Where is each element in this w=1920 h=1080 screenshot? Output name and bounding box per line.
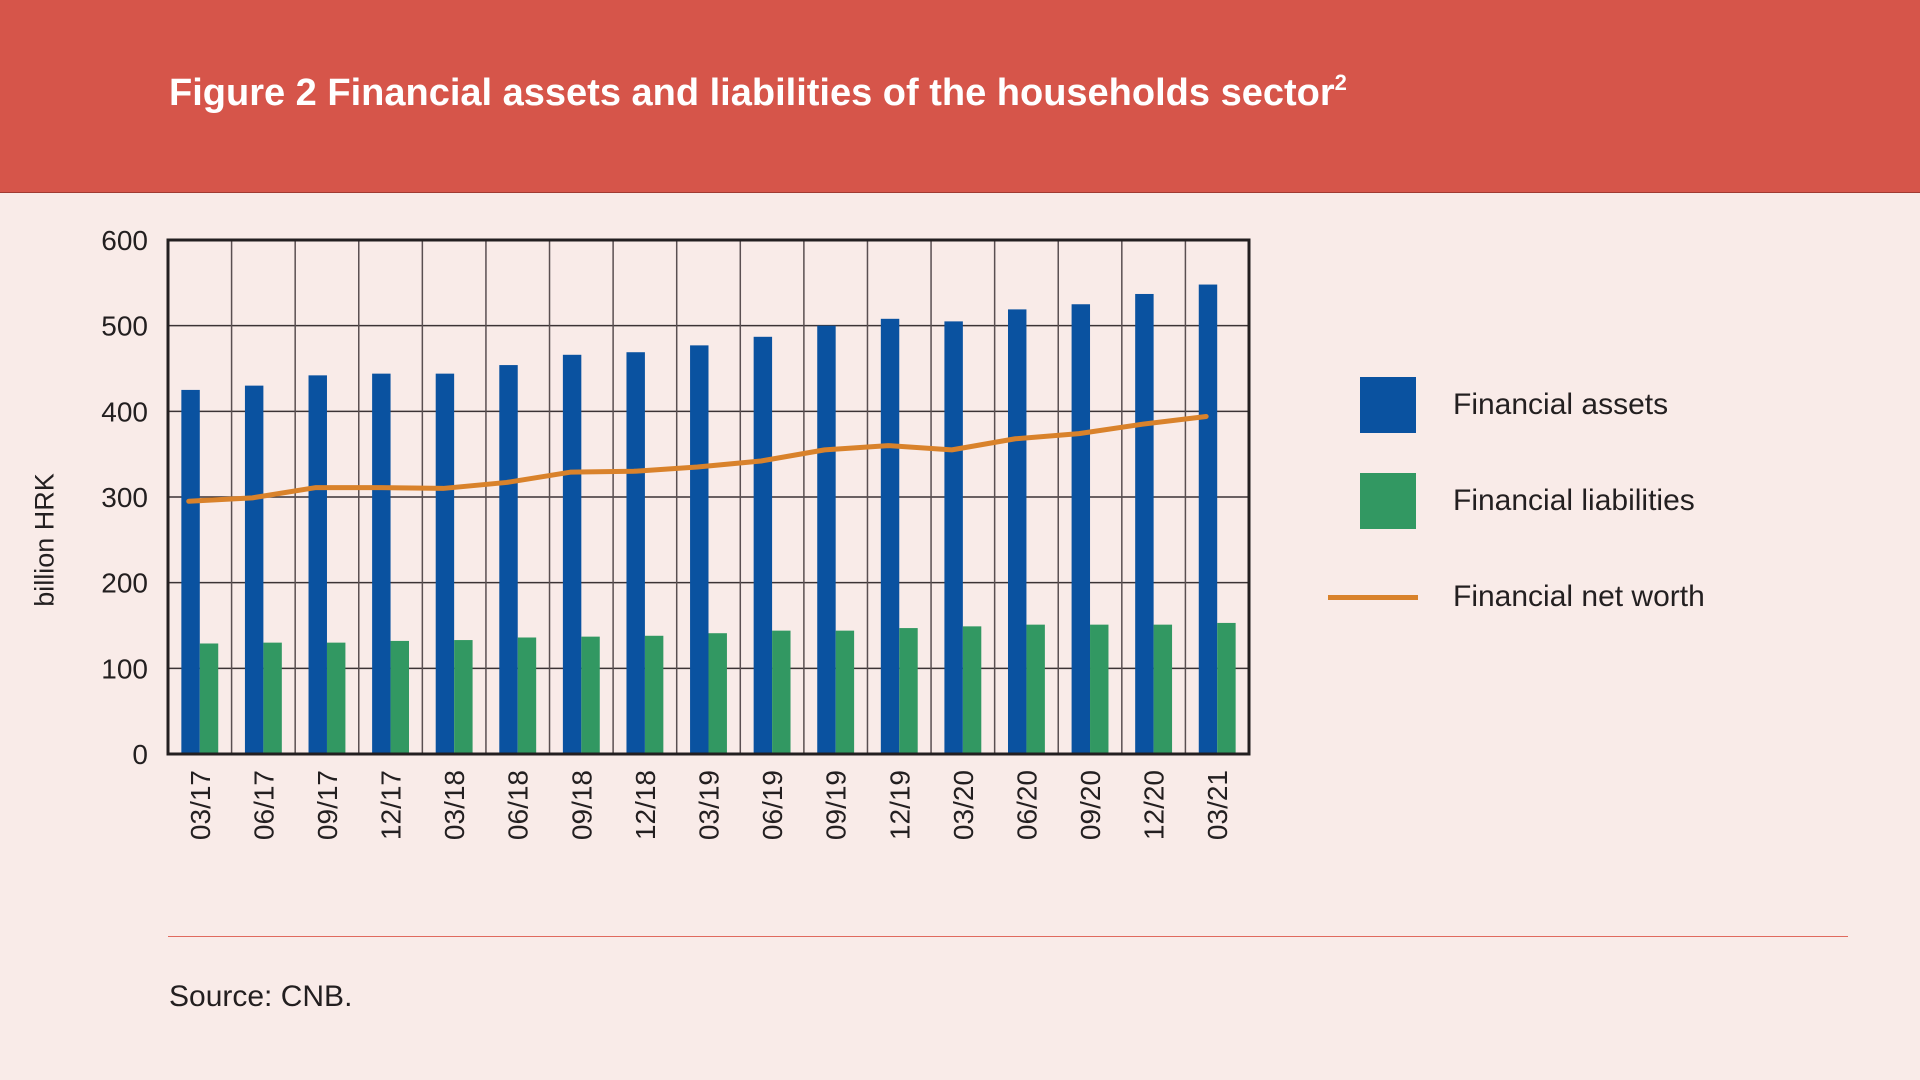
footnote-marker: 2 xyxy=(1334,70,1347,95)
legend-swatch-assets xyxy=(1360,377,1416,433)
bar-financial-liabilities xyxy=(835,630,855,754)
bar-financial-liabilities xyxy=(708,633,727,754)
y-tick-label: 0 xyxy=(132,739,148,770)
legend-item-liabilities: Financial liabilities xyxy=(1360,472,1695,530)
x-tick-label: 12/17 xyxy=(376,770,407,840)
legend-swatch-net-worth xyxy=(1328,569,1418,625)
bar-financial-liabilities xyxy=(1026,624,1045,754)
x-tick-label: 03/21 xyxy=(1202,770,1233,840)
figure-title: Figure 2 Financial assets and liabilitie… xyxy=(169,70,1347,114)
legend-item-assets: Financial assets xyxy=(1360,376,1668,434)
bar-financial-assets xyxy=(1071,304,1091,754)
bar-financial-assets xyxy=(244,385,264,754)
bar-financial-assets xyxy=(562,354,582,754)
x-tick-label: 06/19 xyxy=(757,770,788,840)
bar-financial-assets xyxy=(435,373,455,754)
legend-item-net-worth: Financial net worth xyxy=(1328,568,1705,626)
plot-frame xyxy=(166,238,1251,756)
x-tick-label: 03/18 xyxy=(439,770,470,840)
y-tick-label: 500 xyxy=(101,311,148,342)
x-tick-label: 09/17 xyxy=(312,770,343,840)
legend-swatch-liabilities xyxy=(1360,473,1416,529)
source-note: Source: CNB. xyxy=(169,980,353,1013)
bar-financial-liabilities xyxy=(1090,624,1109,754)
bar-financial-assets xyxy=(690,345,709,754)
y-tick-label: 300 xyxy=(101,482,148,513)
bar-financial-assets xyxy=(181,389,200,754)
bar-financial-assets xyxy=(944,321,963,754)
x-tick-label: 09/20 xyxy=(1075,770,1106,840)
bar-financial-assets xyxy=(1198,284,1218,754)
bar-financial-liabilities xyxy=(390,640,409,754)
bar-financial-liabilities xyxy=(962,626,982,754)
x-tick-label: 06/18 xyxy=(503,770,534,840)
title-banner: Figure 2 Financial assets and liabilitie… xyxy=(0,0,1920,193)
bar-financial-assets xyxy=(880,318,900,754)
x-tick-label: 12/19 xyxy=(884,770,915,840)
x-tick-label: 06/20 xyxy=(1011,770,1042,840)
bar-financial-liabilities xyxy=(772,630,791,754)
x-tick-label: 09/19 xyxy=(821,770,852,840)
bar-financial-assets xyxy=(626,352,645,754)
x-tick-label: 12/18 xyxy=(630,770,661,840)
y-tick-label: 400 xyxy=(101,396,148,427)
bar-financial-liabilities xyxy=(199,643,219,754)
bar-financial-assets xyxy=(499,365,518,754)
bar-financial-liabilities xyxy=(263,642,282,754)
x-tick-label: 06/17 xyxy=(248,770,279,840)
y-tick-label: 100 xyxy=(101,653,148,684)
x-tick-label: 03/19 xyxy=(694,770,725,840)
bar-financial-assets xyxy=(308,375,327,754)
divider xyxy=(168,936,1848,937)
legend-label: Financial assets xyxy=(1453,388,1669,421)
bar-financial-liabilities xyxy=(899,628,918,754)
y-tick-label: 600 xyxy=(101,225,148,256)
x-tick-label: 09/18 xyxy=(566,770,597,840)
legend-label: Financial net worth xyxy=(1453,580,1705,613)
legend-label: Financial liabilities xyxy=(1453,484,1695,517)
bar-financial-liabilities xyxy=(1153,624,1173,754)
bar-financial-assets xyxy=(1008,309,1027,754)
y-axis-label: billion HRK xyxy=(29,473,60,607)
bar-financial-assets xyxy=(753,336,773,754)
line-financial-net-worth xyxy=(186,413,1209,504)
bar-financial-liabilities xyxy=(517,637,537,754)
x-tick-label: 12/20 xyxy=(1139,770,1170,840)
bar-financial-liabilities xyxy=(1217,622,1236,754)
bar-financial-liabilities xyxy=(644,635,664,754)
bar-financial-liabilities xyxy=(454,640,473,754)
bar-financial-assets xyxy=(817,325,836,754)
bar-financial-liabilities xyxy=(581,636,600,754)
bar-financial-assets xyxy=(372,373,391,754)
x-tick-label: 03/17 xyxy=(185,770,216,840)
bar-financial-assets xyxy=(1135,293,1154,754)
bar-financial-liabilities xyxy=(326,642,346,754)
x-tick-label: 03/20 xyxy=(948,770,979,840)
y-tick-label: 200 xyxy=(101,568,148,599)
